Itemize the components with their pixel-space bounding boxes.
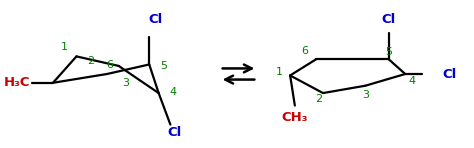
Text: CH₃: CH₃ [282,111,308,124]
Text: 5: 5 [385,47,392,57]
Text: 2: 2 [315,94,322,104]
Text: Cl: Cl [167,126,181,139]
Text: Cl: Cl [148,13,163,26]
Text: 3: 3 [122,78,129,88]
Text: 1: 1 [276,67,283,77]
Text: 4: 4 [409,76,416,86]
Text: 4: 4 [169,87,176,97]
Text: Cl: Cl [443,67,457,81]
Text: 3: 3 [362,90,369,99]
Text: Cl: Cl [382,13,396,26]
Text: H₃C: H₃C [4,76,30,89]
Text: 6: 6 [301,46,309,56]
Text: 2: 2 [87,56,94,66]
Text: 6: 6 [106,60,113,70]
Text: 1: 1 [61,42,68,52]
Text: 5: 5 [160,61,167,71]
